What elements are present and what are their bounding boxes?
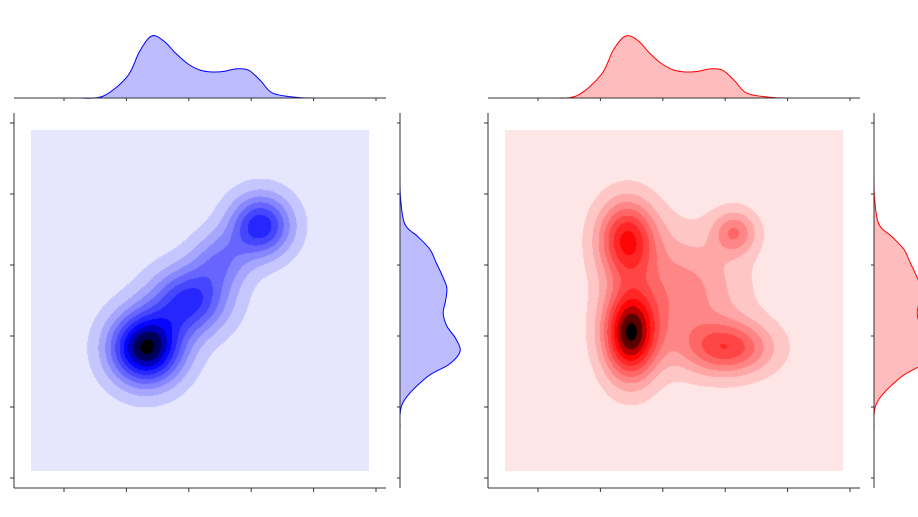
marginal-x-area	[488, 35, 860, 99]
marginal-x-curve	[78, 35, 322, 99]
kde-density-2	[505, 130, 843, 471]
marginal-y-curve	[399, 172, 461, 429]
marginal-x-curve	[552, 35, 796, 99]
joint-panel-1	[10, 35, 461, 492]
marginal-y-area	[873, 113, 918, 488]
marginal-y-area	[399, 113, 461, 488]
joint-panel-2	[484, 35, 918, 492]
marginal-x-area	[14, 35, 386, 99]
kde-density-1	[31, 130, 369, 471]
